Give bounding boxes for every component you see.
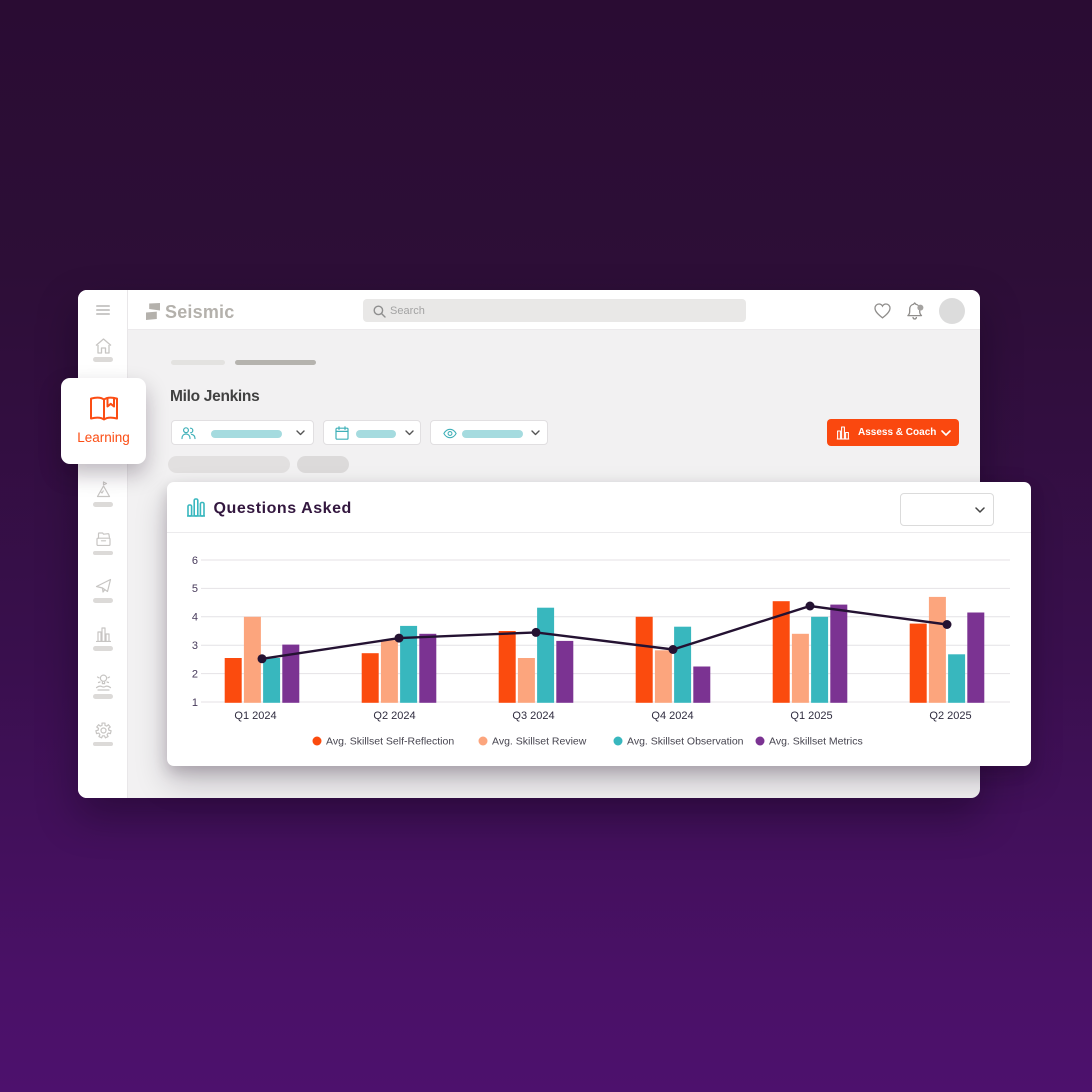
svg-text:Q2 2024: Q2 2024	[373, 710, 415, 722]
svg-text:Avg. Skillset Review: Avg. Skillset Review	[492, 736, 587, 748]
svg-text:5: 5	[192, 583, 198, 595]
svg-text:1: 1	[192, 697, 198, 709]
svg-text:Q4 2024: Q4 2024	[651, 710, 693, 722]
svg-text:6: 6	[192, 555, 198, 567]
svg-text:Q3 2024: Q3 2024	[512, 710, 554, 722]
svg-text:Q1 2025: Q1 2025	[790, 710, 832, 722]
svg-text:3: 3	[192, 640, 198, 652]
svg-text:Q1 2024: Q1 2024	[234, 710, 276, 722]
svg-text:Avg. Skillset Observation: Avg. Skillset Observation	[627, 736, 744, 748]
svg-text:Avg. Skillset Metrics: Avg. Skillset Metrics	[769, 736, 863, 748]
svg-text:Avg. Skillset Self-Reflection: Avg. Skillset Self-Reflection	[326, 736, 454, 748]
svg-text:4: 4	[192, 612, 198, 624]
svg-text:2: 2	[192, 668, 198, 680]
svg-text:Q2 2025: Q2 2025	[929, 710, 971, 722]
